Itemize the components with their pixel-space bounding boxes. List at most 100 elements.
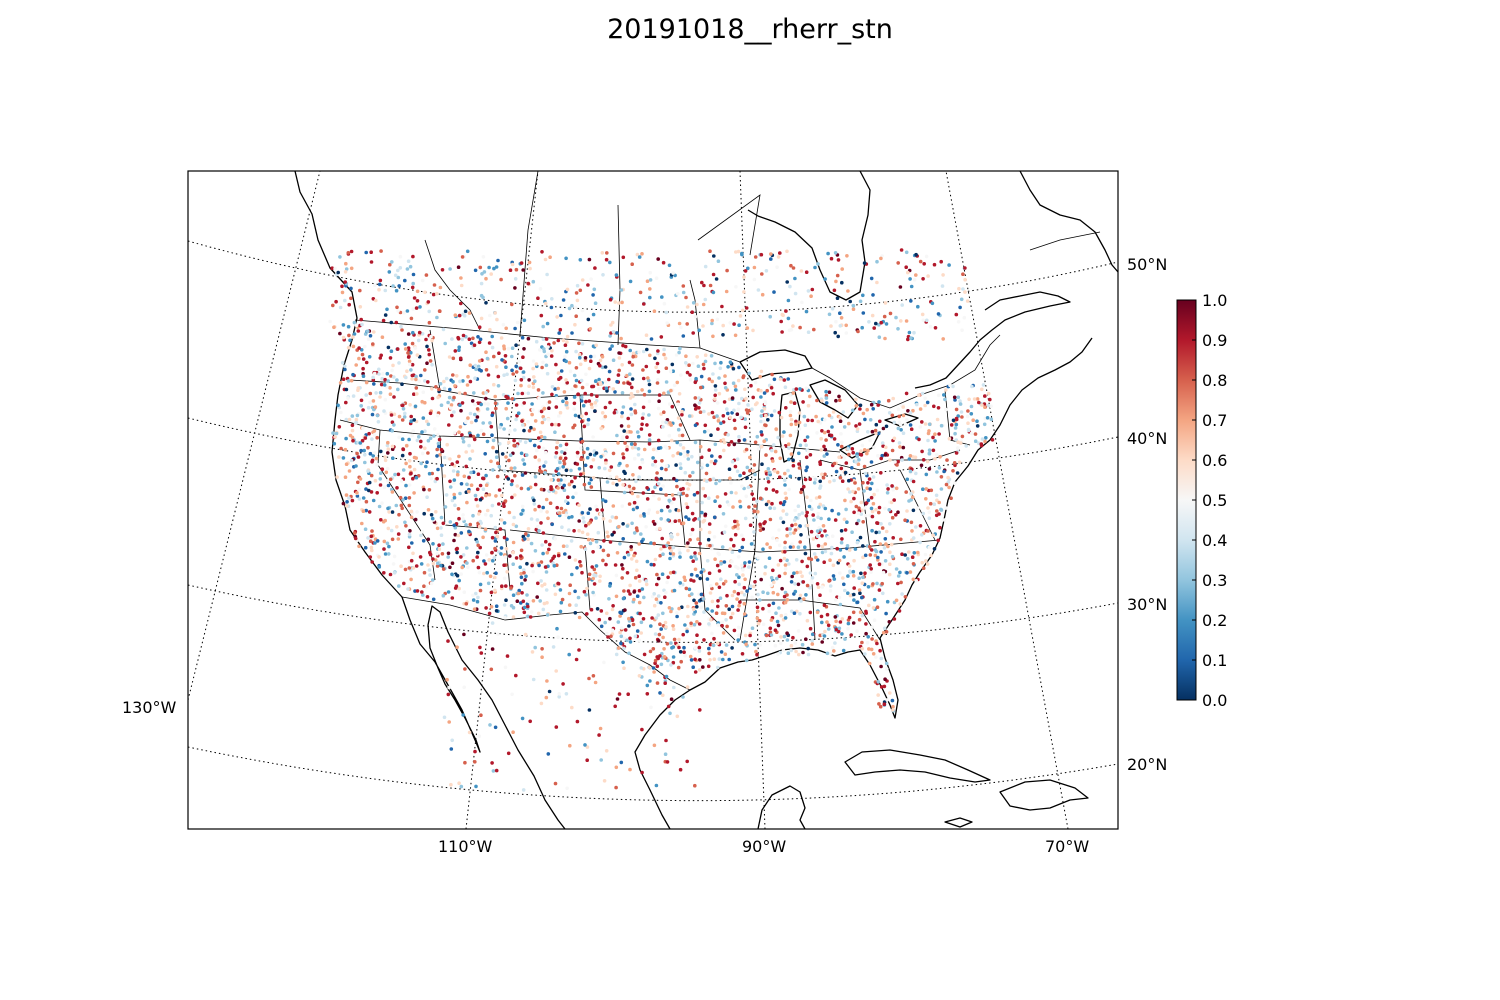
station-point bbox=[620, 563, 624, 567]
station-point bbox=[560, 450, 564, 454]
station-point bbox=[720, 611, 725, 615]
station-point bbox=[430, 338, 434, 343]
station-point bbox=[673, 519, 678, 523]
station-point bbox=[737, 438, 741, 443]
station-point bbox=[424, 337, 428, 342]
station-point bbox=[611, 358, 616, 363]
station-point bbox=[631, 622, 636, 627]
station-point bbox=[617, 368, 621, 373]
station-point bbox=[496, 374, 501, 379]
station-point bbox=[675, 614, 679, 619]
station-point bbox=[804, 455, 809, 460]
station-point bbox=[484, 483, 489, 488]
station-point bbox=[501, 502, 506, 506]
station-point bbox=[667, 263, 672, 268]
station-point bbox=[707, 496, 711, 501]
station-point bbox=[426, 422, 431, 427]
station-point bbox=[414, 374, 418, 379]
station-point bbox=[770, 501, 774, 506]
station-point bbox=[900, 552, 904, 556]
station-point bbox=[780, 330, 784, 334]
station-point bbox=[966, 421, 970, 426]
station-point bbox=[911, 508, 916, 513]
station-point bbox=[452, 523, 457, 528]
station-point bbox=[649, 562, 654, 567]
station-point bbox=[496, 384, 501, 388]
station-point bbox=[393, 273, 398, 278]
station-point bbox=[508, 453, 513, 458]
colorbar-tick-label: 0.1 bbox=[1202, 651, 1227, 670]
station-point bbox=[830, 545, 834, 550]
station-point bbox=[446, 639, 450, 643]
station-point bbox=[718, 504, 722, 509]
station-point bbox=[886, 487, 890, 491]
station-point bbox=[875, 280, 879, 285]
station-point bbox=[724, 643, 729, 647]
station-point bbox=[718, 366, 723, 371]
station-point bbox=[535, 595, 539, 599]
station-point bbox=[607, 597, 611, 601]
station-point bbox=[670, 493, 675, 497]
station-point bbox=[853, 547, 858, 551]
station-point bbox=[580, 530, 585, 535]
station-point bbox=[346, 379, 351, 383]
station-point bbox=[453, 503, 457, 508]
station-point bbox=[838, 548, 843, 552]
station-point bbox=[806, 403, 811, 408]
station-point bbox=[531, 279, 536, 284]
station-point bbox=[640, 422, 644, 427]
station-point bbox=[909, 427, 914, 432]
station-point bbox=[558, 375, 563, 380]
station-point bbox=[732, 589, 737, 594]
station-point bbox=[548, 255, 552, 259]
station-point bbox=[467, 311, 472, 315]
station-point bbox=[499, 518, 504, 522]
station-point bbox=[618, 461, 622, 466]
station-point bbox=[932, 262, 937, 267]
station-point bbox=[437, 387, 441, 392]
station-point bbox=[493, 725, 498, 730]
station-point bbox=[606, 635, 610, 639]
station-point bbox=[465, 561, 469, 565]
station-point bbox=[786, 377, 790, 381]
station-point bbox=[808, 477, 812, 482]
station-point bbox=[713, 442, 718, 447]
station-point bbox=[498, 527, 503, 531]
station-point bbox=[590, 405, 594, 410]
station-point bbox=[666, 575, 670, 580]
station-point bbox=[810, 287, 815, 292]
station-point bbox=[838, 620, 843, 624]
station-point bbox=[357, 487, 362, 492]
station-point bbox=[661, 260, 666, 265]
station-point bbox=[576, 392, 580, 397]
station-point bbox=[520, 581, 524, 586]
station-point bbox=[908, 277, 912, 281]
station-point bbox=[728, 564, 732, 568]
station-point bbox=[762, 439, 766, 444]
station-point bbox=[632, 486, 636, 491]
colorbar-tick-label: 1.0 bbox=[1202, 291, 1227, 310]
station-point bbox=[742, 471, 746, 476]
station-point bbox=[713, 499, 717, 504]
station-point bbox=[869, 548, 874, 552]
station-point bbox=[690, 511, 695, 516]
station-point bbox=[363, 453, 367, 457]
station-point bbox=[526, 391, 531, 396]
station-point bbox=[615, 331, 619, 335]
station-point bbox=[626, 553, 631, 557]
station-point bbox=[583, 463, 588, 468]
station-point bbox=[810, 642, 815, 646]
station-point bbox=[810, 418, 814, 423]
station-point bbox=[820, 544, 825, 549]
station-point bbox=[459, 531, 464, 535]
station-point bbox=[816, 262, 820, 266]
station-point bbox=[747, 371, 751, 376]
station-point bbox=[377, 555, 381, 559]
station-point bbox=[866, 481, 870, 485]
station-point bbox=[857, 576, 861, 580]
station-point bbox=[427, 320, 432, 325]
station-point bbox=[810, 580, 814, 585]
station-point bbox=[764, 453, 768, 457]
station-point bbox=[501, 322, 506, 327]
station-point bbox=[621, 405, 626, 409]
